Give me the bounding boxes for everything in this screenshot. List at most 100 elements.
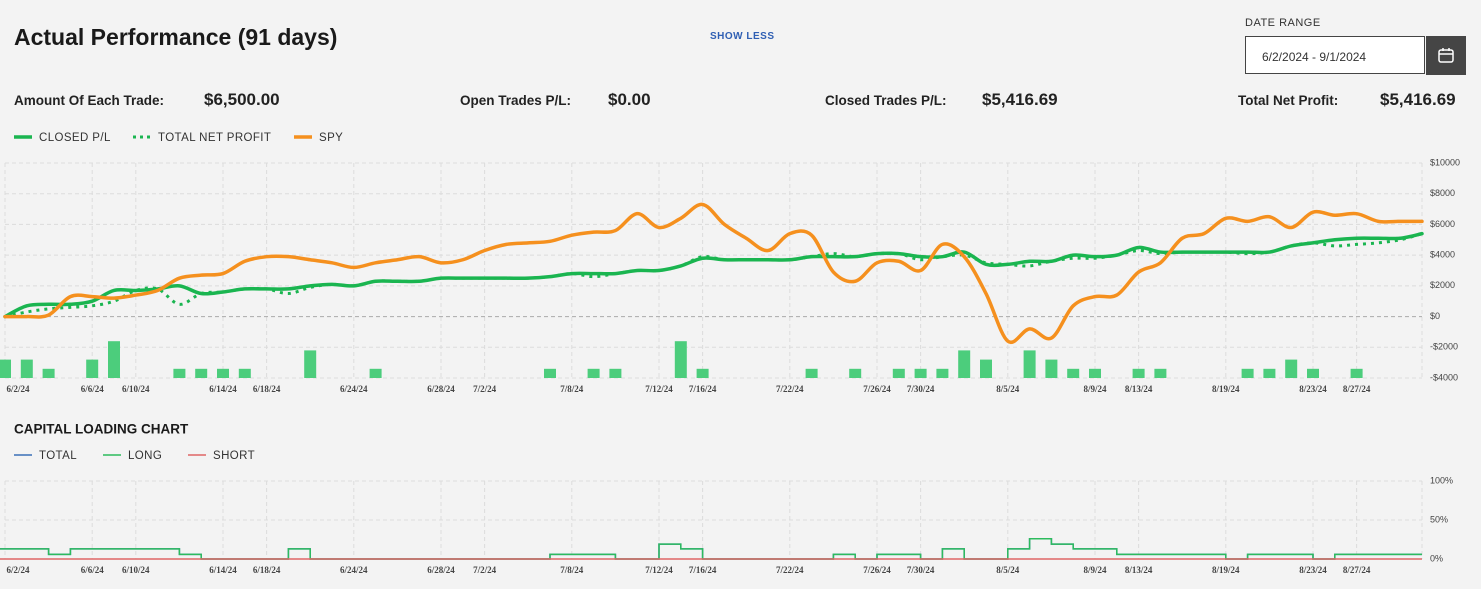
y-tick-label: 0% bbox=[1430, 553, 1443, 563]
trade-bar bbox=[1350, 368, 1363, 378]
legend-label: SHORT bbox=[213, 450, 255, 462]
y-tick-label: 50% bbox=[1430, 514, 1448, 524]
x-tick-label: 6/2/24 bbox=[6, 565, 30, 575]
trade-bar bbox=[980, 359, 992, 378]
x-tick-label: 6/10/24 bbox=[122, 565, 150, 575]
legend-label: SPY bbox=[319, 132, 343, 144]
x-tick-label: 7/26/24 bbox=[863, 384, 891, 394]
x-tick-label: 6/18/24 bbox=[253, 565, 281, 575]
trade-bar bbox=[609, 368, 622, 378]
trade-bar bbox=[849, 368, 862, 378]
x-tick-label: 7/16/24 bbox=[689, 384, 717, 394]
x-tick-label: 7/8/24 bbox=[560, 565, 584, 575]
x-tick-label: 8/23/24 bbox=[1299, 384, 1327, 394]
chart-title: CAPITAL LOADING CHART bbox=[14, 422, 189, 437]
x-tick-label: 7/30/24 bbox=[907, 384, 935, 394]
trade-bar bbox=[958, 350, 971, 378]
stat-label: Total Net Profit: bbox=[1238, 93, 1339, 108]
trade-bar bbox=[1045, 359, 1058, 378]
y-tick-label: $6000 bbox=[1430, 219, 1455, 229]
y-tick-label: $10000 bbox=[1430, 157, 1460, 167]
x-tick-label: 6/6/24 bbox=[81, 565, 105, 575]
trade-bar bbox=[936, 368, 949, 378]
trade-bar bbox=[1263, 368, 1276, 378]
x-tick-label: 8/19/24 bbox=[1212, 384, 1240, 394]
trade-bar bbox=[1023, 350, 1036, 378]
x-tick-label: 6/6/24 bbox=[81, 384, 105, 394]
stat-label: Open Trades P/L: bbox=[460, 93, 572, 108]
date-range-label: DATE RANGE bbox=[1245, 17, 1321, 29]
trade-bar bbox=[1241, 368, 1254, 378]
x-tick-label: 8/5/24 bbox=[996, 565, 1020, 575]
x-tick-label: 7/2/24 bbox=[473, 384, 497, 394]
y-tick-label: $2000 bbox=[1430, 280, 1455, 290]
trade-bar bbox=[238, 368, 251, 378]
x-tick-label: 6/24/24 bbox=[340, 384, 368, 394]
x-tick-label: 8/13/24 bbox=[1125, 384, 1153, 394]
series-line bbox=[3, 202, 1424, 345]
x-tick-label: 6/2/24 bbox=[6, 384, 30, 394]
trade-bar bbox=[20, 359, 33, 378]
x-tick-label: 7/16/24 bbox=[689, 565, 717, 575]
x-tick-label: 6/10/24 bbox=[122, 384, 150, 394]
x-tick-label: 6/14/24 bbox=[209, 384, 237, 394]
trade-bar bbox=[1285, 359, 1298, 378]
series-line bbox=[4, 232, 1423, 319]
calendar-button[interactable] bbox=[1426, 36, 1466, 75]
x-tick-label: 7/8/24 bbox=[560, 384, 584, 394]
x-tick-label: 7/22/24 bbox=[776, 384, 804, 394]
calendar-icon bbox=[1438, 48, 1454, 63]
trade-bar bbox=[304, 350, 317, 378]
trade-bar bbox=[805, 368, 818, 378]
y-tick-label: -$4000 bbox=[1430, 372, 1458, 382]
trade-bar bbox=[173, 368, 186, 378]
trade-bar bbox=[1307, 368, 1319, 378]
trade-bar bbox=[1089, 368, 1101, 378]
stat-value: $6,500.00 bbox=[204, 90, 280, 109]
trade-bar bbox=[674, 341, 687, 378]
y-tick-label: $0 bbox=[1430, 311, 1440, 321]
x-tick-label: 7/12/24 bbox=[645, 565, 673, 575]
legend-label: TOTAL bbox=[39, 450, 77, 462]
x-tick-label: 8/5/24 bbox=[996, 384, 1020, 394]
stat-value: $5,416.69 bbox=[982, 90, 1058, 109]
legend-label: CLOSED P/L bbox=[39, 132, 111, 144]
x-tick-label: 7/12/24 bbox=[645, 384, 673, 394]
trade-bar bbox=[108, 341, 120, 378]
stat-value: $0.00 bbox=[608, 90, 651, 109]
series-step-line bbox=[0, 537, 1422, 560]
stat-label: Closed Trades P/L: bbox=[825, 93, 947, 108]
x-tick-label: 8/13/24 bbox=[1125, 565, 1153, 575]
x-tick-label: 8/27/24 bbox=[1343, 384, 1371, 394]
legend-label: LONG bbox=[128, 450, 162, 462]
y-tick-label: 100% bbox=[1430, 475, 1453, 485]
trade-bar bbox=[892, 368, 905, 378]
x-tick-label: 7/2/24 bbox=[473, 565, 497, 575]
y-tick-label: $8000 bbox=[1430, 188, 1455, 198]
x-tick-label: 8/23/24 bbox=[1299, 565, 1327, 575]
trade-bar bbox=[42, 368, 55, 378]
x-tick-label: 7/22/24 bbox=[776, 565, 804, 575]
trade-bar bbox=[696, 368, 709, 378]
x-tick-label: 8/9/24 bbox=[1083, 384, 1107, 394]
x-tick-label: 6/14/24 bbox=[209, 565, 237, 575]
x-tick-label: 6/28/24 bbox=[427, 565, 455, 575]
icon-part bbox=[1438, 49, 1454, 63]
trade-bar bbox=[369, 368, 382, 378]
x-tick-label: 7/30/24 bbox=[907, 565, 935, 575]
trade-bar bbox=[587, 368, 600, 378]
date-range-value: 6/2/2024 - 9/1/2024 bbox=[1262, 50, 1367, 64]
trade-bar bbox=[1154, 368, 1167, 378]
x-tick-label: 6/28/24 bbox=[427, 384, 455, 394]
trade-bar bbox=[914, 368, 927, 378]
show-less-link[interactable]: SHOW LESS bbox=[710, 31, 775, 42]
page-title: Actual Performance (91 days) bbox=[14, 24, 338, 50]
trade-bar bbox=[195, 368, 208, 378]
y-tick-label: $4000 bbox=[1430, 250, 1455, 260]
x-tick-label: 8/9/24 bbox=[1083, 565, 1107, 575]
legend-label: TOTAL NET PROFIT bbox=[158, 132, 271, 144]
trade-bar bbox=[0, 359, 11, 378]
date-range-input[interactable] bbox=[1245, 36, 1425, 74]
